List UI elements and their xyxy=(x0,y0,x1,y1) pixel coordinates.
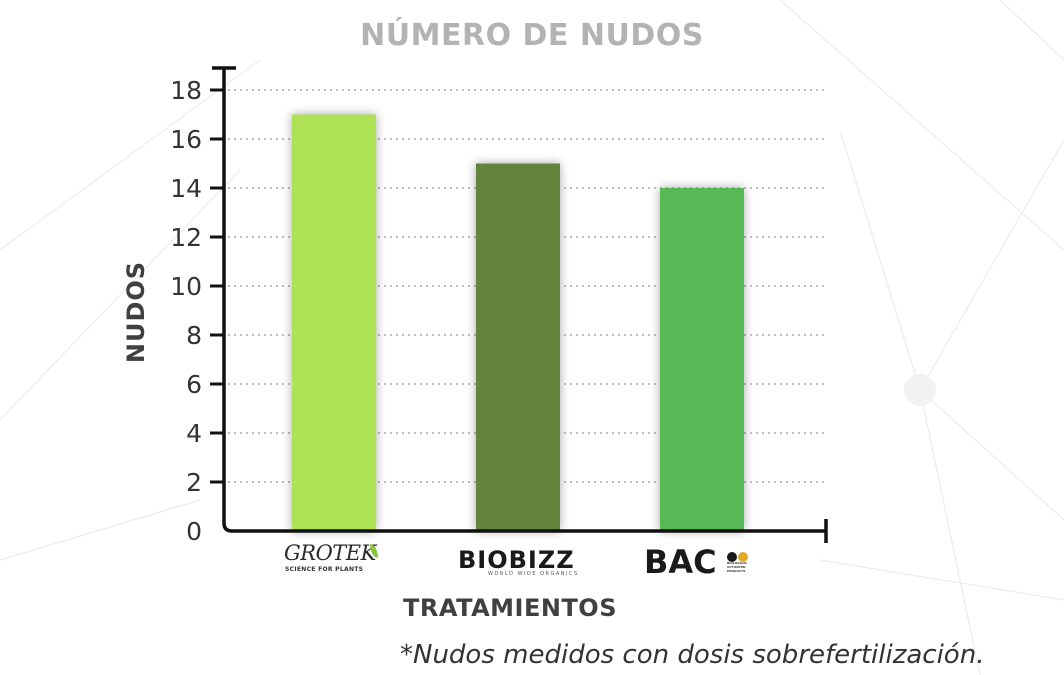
chart-title: NÚMERO DE NUDOS xyxy=(360,18,704,53)
bac-dot-icon xyxy=(738,552,748,562)
bac-logo-word: BAC xyxy=(644,543,717,581)
biobizz-logo-word: BIOBIZZ xyxy=(458,546,575,574)
grotek-logo-word: GROTEK xyxy=(284,541,376,565)
x-axis-label: TRATAMIENTOS xyxy=(403,594,617,622)
leaf-icon xyxy=(370,544,378,558)
grotek-logo-tagline: SCIENCE FOR PLANTS xyxy=(285,566,364,573)
y-tick-label: 8 xyxy=(186,321,202,350)
bac-logo-tagline: BIOLOGICAL ACTIVATED PRODUCTS xyxy=(727,561,748,573)
y-tick-label: 10 xyxy=(170,272,202,301)
y-tick-label: 14 xyxy=(170,174,202,203)
footnote: *Nudos medidos con dosis sobrefertilizac… xyxy=(400,640,985,670)
bac-logo: BAC BIOLOGICAL ACTIVATED PRODUCTS xyxy=(644,543,756,581)
y-tick-label: 6 xyxy=(186,370,202,399)
y-tick-label: 12 xyxy=(170,223,202,252)
bar-biobizz xyxy=(476,163,560,531)
bac-dot-icon xyxy=(727,552,737,562)
bar-bac xyxy=(660,188,744,531)
y-tick-label: 16 xyxy=(170,125,202,154)
y-tick-label: 4 xyxy=(186,419,202,448)
bar-grotek xyxy=(292,114,376,531)
axes-lines xyxy=(222,68,826,533)
y-tick-label: 2 xyxy=(186,468,202,497)
biobizz-logo: BIOBIZZ WORLD WIDE ORGANICS xyxy=(458,546,577,580)
grotek-logo: GROTEK SCIENCE FOR PLANTS xyxy=(284,541,384,577)
bac-badge-icon xyxy=(727,547,751,562)
biobizz-logo-tagline: WORLD WIDE ORGANICS xyxy=(488,571,579,577)
y-tick-label: 18 xyxy=(170,76,202,105)
y-tick-label: 0 xyxy=(186,517,202,546)
